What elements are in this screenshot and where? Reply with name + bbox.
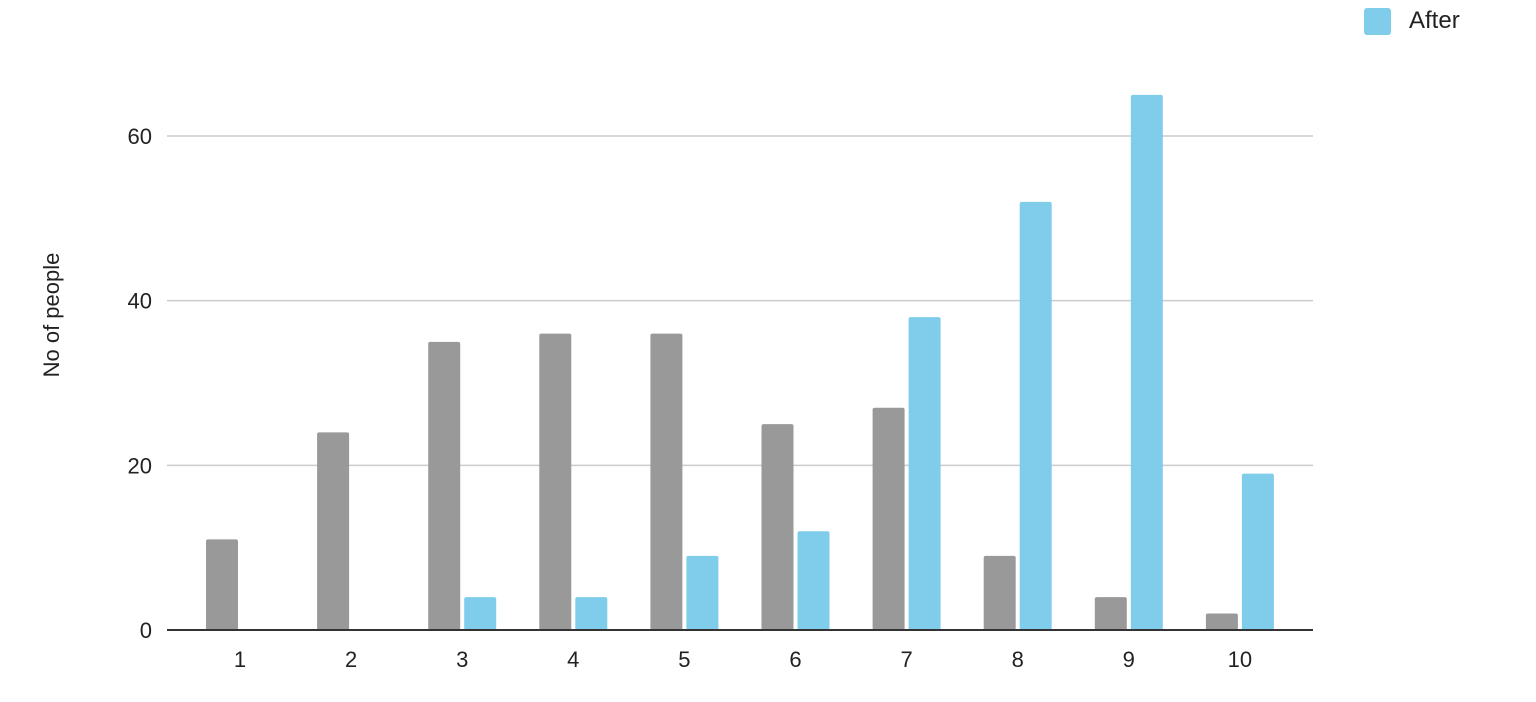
y-tick-label: 60 [128, 124, 152, 149]
bar-series1-6 [761, 424, 794, 630]
bar-after-7 [908, 317, 941, 630]
x-tick-label: 5 [678, 647, 690, 672]
x-tick-label: 6 [789, 647, 801, 672]
bar-series1-2 [317, 432, 350, 630]
x-tick-label: 8 [1012, 647, 1024, 672]
bar-after-3 [464, 597, 497, 630]
x-tick-label: 1 [234, 647, 246, 672]
bar-series1-4 [539, 333, 572, 630]
bar-series1-5 [650, 333, 683, 630]
x-tick-label: 7 [900, 647, 912, 672]
bar-after-9 [1130, 94, 1163, 631]
x-tick-label: 9 [1123, 647, 1135, 672]
y-tick-label: 0 [140, 618, 152, 643]
legend-label-after: After [1409, 7, 1460, 34]
y-tick-label: 20 [128, 453, 152, 478]
bar-series1-8 [983, 555, 1016, 630]
bar-series1-9 [1094, 597, 1127, 630]
y-tick-label: 40 [128, 289, 152, 314]
legend: After [1364, 7, 1460, 35]
x-tick-label: 4 [567, 647, 579, 672]
bar-series1-10 [1205, 613, 1238, 630]
bar-series1-3 [428, 341, 461, 630]
x-tick-label: 10 [1228, 647, 1252, 672]
bar-series1-1 [206, 539, 238, 630]
legend-swatch-after [1364, 7, 1391, 35]
x-tick-label: 2 [345, 647, 357, 672]
bar-after-10 [1241, 473, 1274, 630]
bar-series1-7 [872, 407, 905, 630]
bar-after-6 [797, 531, 830, 630]
x-tick-label: 3 [456, 647, 468, 672]
bar-after-8 [1019, 201, 1052, 630]
y-axis-label: No of people [39, 252, 64, 378]
bar-after-5 [686, 555, 719, 630]
bar-after-4 [575, 597, 608, 630]
